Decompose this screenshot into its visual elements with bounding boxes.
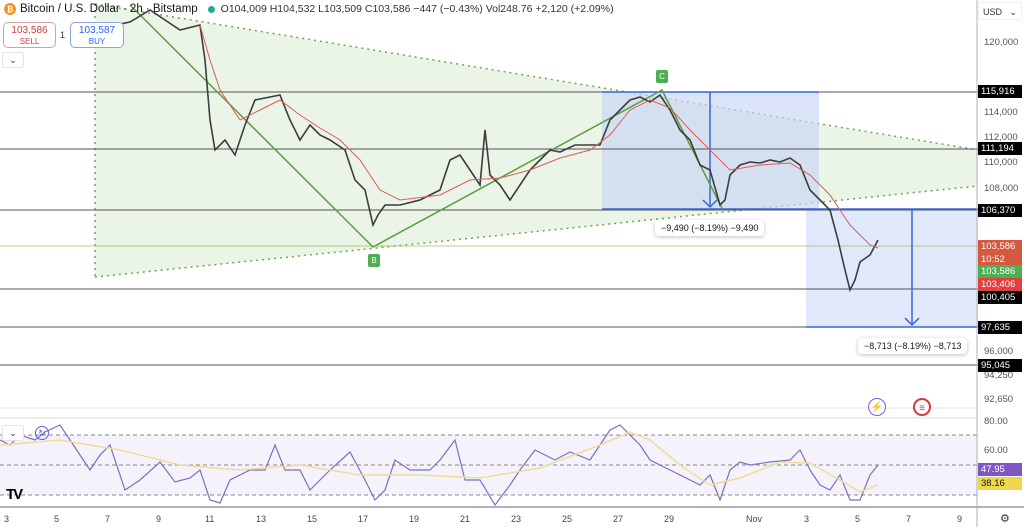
level-tag: 97,635 bbox=[978, 321, 1022, 334]
price-label: 112,000 bbox=[984, 132, 1018, 143]
currency-label: USD bbox=[983, 7, 1003, 17]
tradingview-logo: TV bbox=[6, 486, 23, 503]
time-label: 7 bbox=[906, 514, 912, 524]
price-label: 96,000 bbox=[984, 346, 1014, 357]
time-label: 25 bbox=[562, 514, 573, 524]
quantity: 1 bbox=[60, 30, 66, 40]
time-label: 11 bbox=[205, 514, 215, 524]
sell-price: 103,586 bbox=[11, 25, 48, 36]
refresh-icon[interactable]: ↻ bbox=[35, 426, 49, 440]
symbol-legend: ₿ Bitcoin / U.S. Dollar · 2h · Bitstamp … bbox=[4, 3, 614, 15]
chevron-down-icon: ⌄ bbox=[9, 55, 17, 65]
rsi-line bbox=[0, 424, 879, 507]
rsi-ma-tag: 38.16 bbox=[978, 477, 1022, 490]
collapse-indicator-button[interactable]: ⌄ bbox=[2, 425, 24, 441]
price-label: 114,000 bbox=[984, 107, 1018, 118]
time-label: 9 bbox=[156, 514, 162, 524]
abcd-pattern[interactable] bbox=[129, 4, 723, 248]
time-label: 15 bbox=[307, 514, 318, 524]
rsi-pane-band bbox=[0, 435, 978, 495]
time-label: 5 bbox=[54, 514, 60, 524]
rsi-value-tag: 47.95 bbox=[978, 463, 1022, 476]
time-label: 13 bbox=[256, 514, 267, 524]
buy-button[interactable]: 103,587 BUY bbox=[70, 22, 124, 48]
point-b-label[interactable]: B bbox=[368, 254, 380, 267]
time-label: 3 bbox=[4, 514, 10, 524]
rsi-label: 60.00 bbox=[984, 445, 1008, 456]
moving-average-line bbox=[199, 24, 879, 249]
time-label: 3 bbox=[804, 514, 810, 524]
sell-label: SELL bbox=[19, 37, 40, 46]
price-series bbox=[114, 9, 879, 293]
currency-selector[interactable]: USD ⌄ bbox=[978, 2, 1022, 20]
price-label: 108,000 bbox=[984, 183, 1019, 194]
measure-label-2[interactable]: −8,713 (−8.19%) −8,713 bbox=[858, 338, 968, 354]
last-price-tag: 103,586 bbox=[978, 240, 1022, 253]
us-flag-icon[interactable]: ≡ bbox=[913, 398, 931, 416]
point-c-label[interactable]: C bbox=[656, 70, 668, 83]
level-tag: 100,405 bbox=[978, 291, 1022, 304]
chevron-down-icon: ⌄ bbox=[9, 428, 17, 438]
price-label: 92,650 bbox=[984, 394, 1014, 405]
rsi-ma-line bbox=[0, 431, 879, 493]
price-label: 120,000 bbox=[984, 37, 1019, 48]
settings-gear-icon[interactable]: ⚙ bbox=[1000, 513, 1010, 525]
price-label: 94,250 bbox=[984, 370, 1014, 381]
level-tag: 106,370 bbox=[978, 204, 1022, 217]
time-label: 27 bbox=[613, 514, 624, 524]
buy-price-tag: 103,586 bbox=[978, 265, 1022, 278]
time-label: 7 bbox=[105, 514, 111, 524]
market-status-dot bbox=[207, 5, 215, 13]
buy-label: BUY bbox=[88, 37, 106, 46]
symbol-title[interactable]: Bitcoin / U.S. Dollar · 2h · Bitstamp bbox=[20, 3, 198, 15]
level-tag: 111,194 bbox=[978, 142, 1022, 155]
time-label: Nov bbox=[746, 514, 763, 524]
level-tag: 115,916 bbox=[978, 85, 1022, 98]
bitcoin-icon: ₿ bbox=[4, 3, 16, 15]
measure-box-2[interactable] bbox=[806, 209, 978, 327]
price-label: 110,000 bbox=[984, 157, 1018, 168]
rsi-label: 80.00 bbox=[984, 416, 1008, 427]
sell-button[interactable]: 103,586 SELL bbox=[3, 22, 56, 48]
ma-value-tag: 103,406 bbox=[978, 278, 1022, 291]
measure-label-1[interactable]: −9,490 (−8.19%) −9,490 bbox=[655, 220, 765, 236]
time-label: 29 bbox=[664, 514, 675, 524]
level-tag: 95,045 bbox=[978, 359, 1022, 372]
time-label: 17 bbox=[358, 514, 369, 524]
countdown-tag: 10:52 bbox=[978, 253, 1022, 266]
time-label: 21 bbox=[460, 514, 471, 524]
collapse-legend-button[interactable]: ⌄ bbox=[2, 52, 24, 68]
buy-price: 103,587 bbox=[78, 25, 116, 36]
lightning-alert-icon[interactable]: ⚡ bbox=[868, 398, 886, 416]
time-label: 9 bbox=[957, 514, 963, 524]
time-label: 23 bbox=[511, 514, 522, 524]
ohlc-values: O104,009 H104,532 L103,509 C103,586 −447… bbox=[220, 3, 614, 15]
time-label: 19 bbox=[409, 514, 420, 524]
time-label: 5 bbox=[855, 514, 861, 524]
chevron-down-icon: ⌄ bbox=[1009, 7, 1017, 17]
